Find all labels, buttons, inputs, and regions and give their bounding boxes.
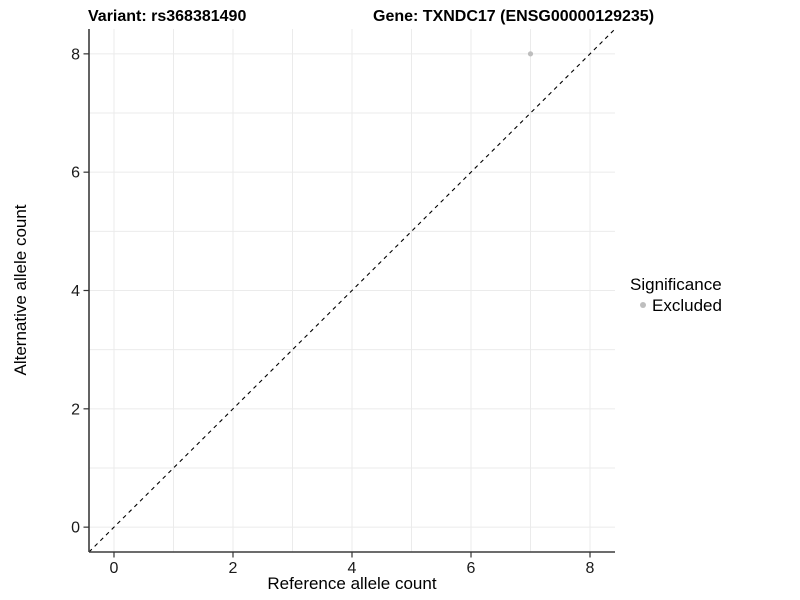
identity-dashed-line — [88, 28, 616, 553]
y-tick-label: 6 — [71, 165, 80, 182]
y-tick-label: 4 — [71, 283, 80, 300]
data-points — [527, 51, 534, 57]
plot-title-variant: Variant: rs368381490 — [88, 8, 246, 25]
y-tick-label: 0 — [71, 520, 80, 537]
axis-ticks: 0 2 4 6 8 0 2 4 6 8 — [71, 46, 594, 577]
legend-title: Significance — [630, 275, 722, 294]
x-axis-label: Reference allele count — [267, 574, 436, 593]
data-point-excluded — [527, 51, 534, 57]
x-tick-label: 0 — [110, 560, 119, 577]
y-tick-label: 8 — [71, 46, 80, 63]
y-axis-label: Alternative allele count — [11, 204, 30, 375]
x-tick-label: 8 — [586, 560, 595, 577]
x-tick-label: 6 — [467, 560, 476, 577]
x-tick-label: 4 — [348, 560, 357, 577]
x-tick-label: 2 — [229, 560, 238, 577]
plot-title-gene: Gene: TXNDC17 (ENSG00000129235) — [373, 8, 654, 25]
legend-item-label-excluded: Excluded — [652, 296, 722, 315]
legend-item-marker-excluded — [640, 302, 646, 308]
legend: Significance Excluded — [630, 275, 722, 315]
y-tick-label: 2 — [71, 401, 80, 418]
